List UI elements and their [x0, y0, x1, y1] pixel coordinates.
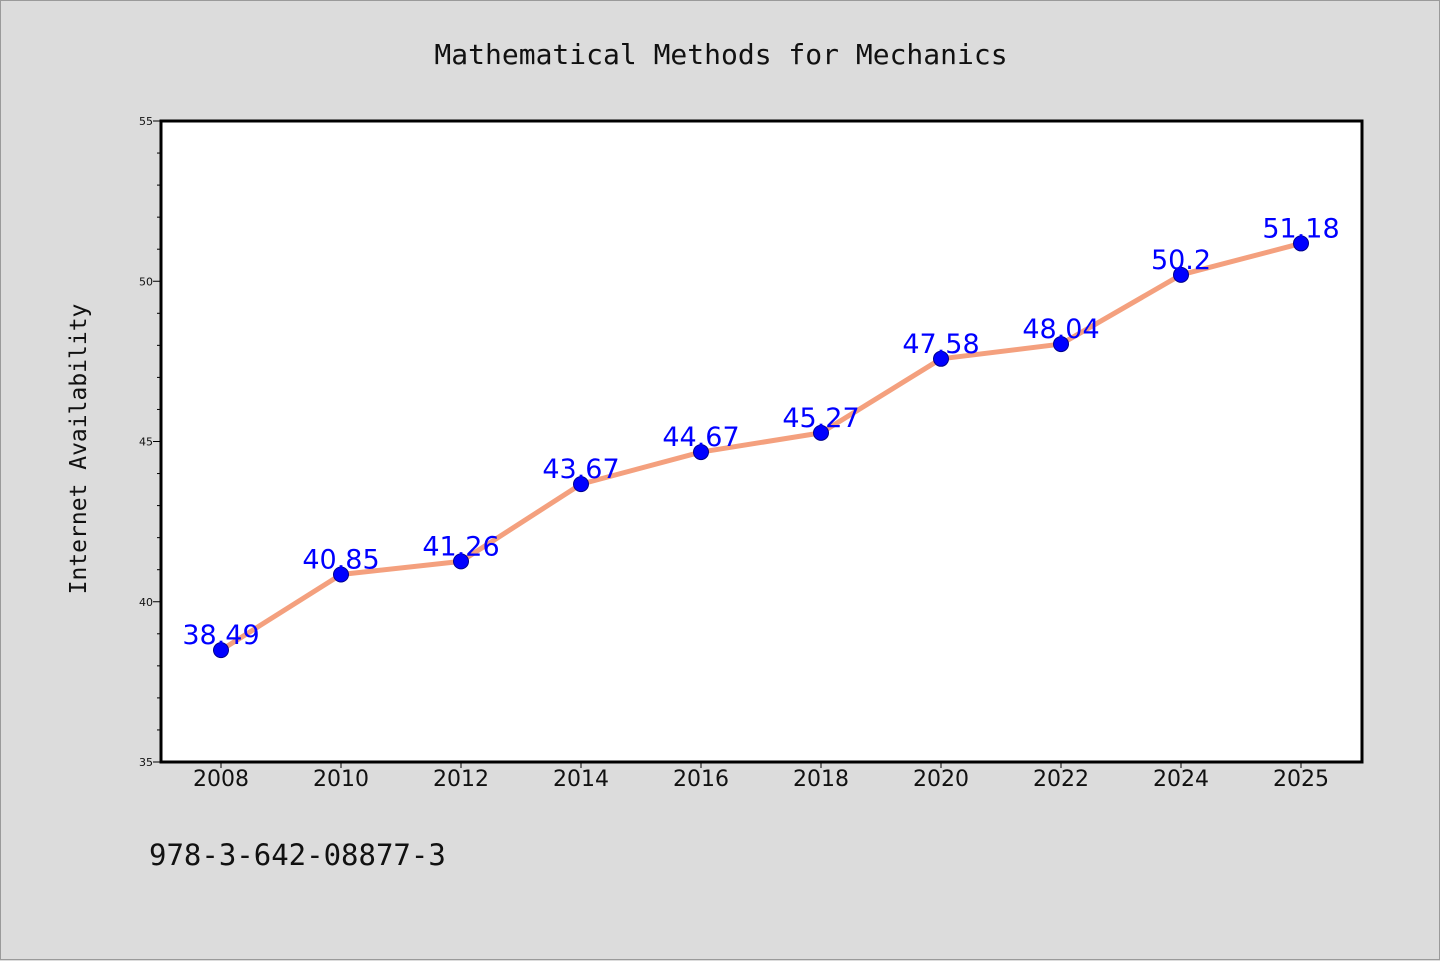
data-point	[333, 566, 349, 583]
x-tick-label: 2016	[673, 767, 729, 792]
data-label: 48.04	[1022, 314, 1099, 345]
data-point	[573, 476, 589, 493]
data-labels-group: 38.49 40.85 41.26 43.67 44.67 45.27 47.58 48.04…	[182, 213, 1339, 651]
data-label: 50.2	[1151, 245, 1211, 276]
data-label: 38.49	[182, 620, 259, 651]
series-line	[219, 241, 1302, 653]
data-point	[1293, 235, 1309, 252]
x-tick-label: 2014	[553, 767, 609, 792]
data-label: 47.58	[902, 329, 979, 360]
data-label: 44.67	[662, 422, 739, 453]
data-label: 45.27	[782, 403, 859, 434]
data-point	[813, 424, 829, 441]
y-tick-label: 55	[139, 115, 153, 128]
x-tick-label: 2025	[1273, 767, 1329, 792]
chart-title: Mathematical Methods for Mechanics	[434, 38, 1007, 71]
x-tick-label: 2008	[193, 767, 249, 792]
data-point	[693, 444, 709, 461]
y-tick-label: 40	[139, 596, 153, 609]
data-label: 43.67	[542, 454, 619, 485]
data-point	[213, 642, 229, 659]
x-tick-label: 2024	[1153, 767, 1209, 792]
isbn-text: 978-3-642-08877-3	[149, 838, 446, 872]
y-tick-label: 50	[139, 275, 153, 288]
data-point	[933, 350, 949, 367]
y-tick-label: 35	[139, 756, 153, 769]
y-tick-label: 45	[139, 436, 153, 449]
data-label: 41.26	[422, 531, 499, 562]
data-label: 51.18	[1262, 213, 1339, 244]
x-tick-label: 2010	[313, 767, 369, 792]
data-label: 40.85	[302, 545, 379, 576]
x-tick-label: 2022	[1033, 767, 1089, 792]
series-line-group	[213, 235, 1309, 659]
data-point	[1053, 336, 1069, 353]
x-tick-label: 2012	[433, 767, 489, 792]
y-axis: 35 40 45 50 55	[139, 115, 161, 769]
x-tick-label: 2018	[793, 767, 849, 792]
x-axis: 2008 2010 2012 2014 2016 2018 2020 2022 2024 2025	[193, 762, 1329, 792]
y-axis-label: Internet Availability	[66, 304, 92, 595]
data-point	[1173, 266, 1189, 283]
data-point	[453, 553, 469, 570]
x-tick-label: 2020	[913, 767, 969, 792]
